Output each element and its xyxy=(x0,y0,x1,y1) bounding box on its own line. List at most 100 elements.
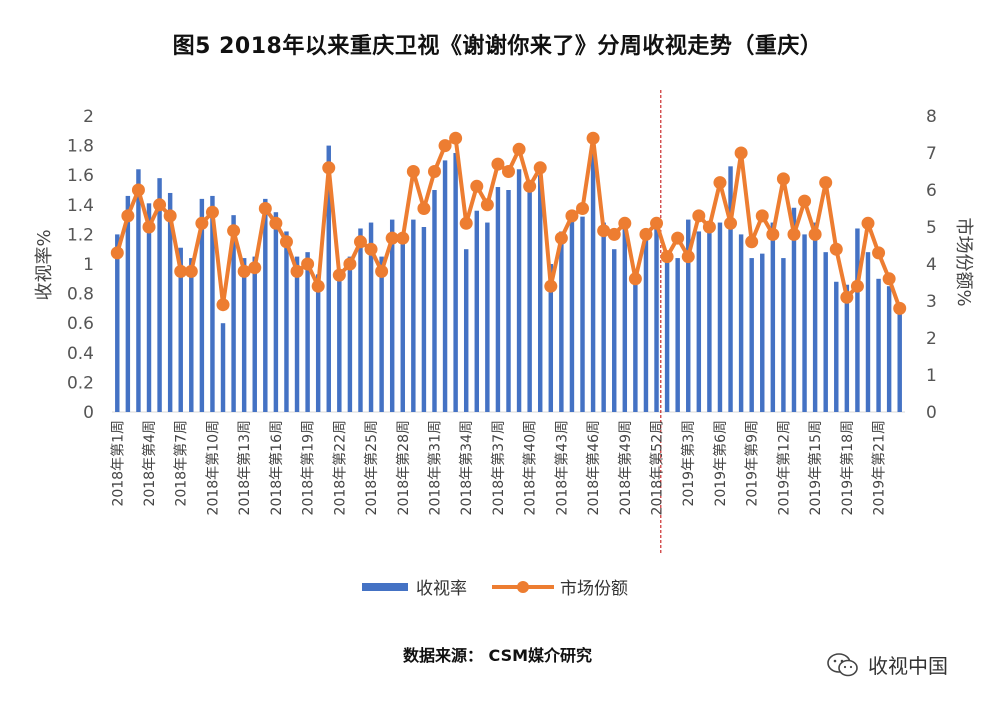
right-tick-label: 4 xyxy=(926,255,937,275)
right-axis-label: 市场份额% xyxy=(953,217,974,306)
rating-bar xyxy=(463,249,469,412)
left-tick-label: 1.6 xyxy=(67,166,94,186)
rating-bar xyxy=(527,181,532,412)
left-tick-label: 0 xyxy=(83,403,94,423)
rating-bar xyxy=(326,145,331,412)
rating-bar xyxy=(580,216,585,412)
legend-bar-swatch xyxy=(362,583,408,591)
left-tick-label: 0.6 xyxy=(67,314,94,334)
x-tick-label: 2018年第19周 xyxy=(300,420,317,515)
rating-bar xyxy=(485,222,490,412)
share-point xyxy=(512,142,526,156)
share-point xyxy=(343,257,357,271)
share-point xyxy=(470,179,484,193)
share-point xyxy=(607,227,621,241)
rating-bar xyxy=(834,281,839,412)
rating-bar xyxy=(178,247,183,412)
x-tick-label: 2019年第15周 xyxy=(807,420,824,515)
rating-bar xyxy=(368,222,374,412)
rating-bar xyxy=(347,256,353,412)
share-point xyxy=(184,264,198,278)
share-point xyxy=(427,165,441,178)
share-point xyxy=(375,264,389,278)
left-tick-label: 1.2 xyxy=(67,225,94,245)
rating-bar xyxy=(612,249,617,412)
share-point xyxy=(597,224,611,238)
share-point xyxy=(554,231,568,245)
share-point xyxy=(480,198,494,212)
chart-title: 图5 2018年以来重庆卫视《谢谢你来了》分周收视走势（重庆） xyxy=(172,34,823,59)
x-tick-label: 2018年第7周 xyxy=(173,420,190,507)
share-point xyxy=(131,183,145,197)
share-point xyxy=(438,139,452,153)
rating-bar xyxy=(654,225,659,412)
share-point xyxy=(840,290,854,304)
legend: 收视率 市场份额 xyxy=(362,579,628,599)
left-tick-label: 0.4 xyxy=(67,344,94,364)
rating-bar xyxy=(738,234,744,412)
x-tick-label: 2018年第25周 xyxy=(363,420,380,515)
share-point xyxy=(396,231,410,245)
rating-bar xyxy=(633,275,638,412)
share-point xyxy=(449,131,463,145)
rating-bar xyxy=(241,258,247,412)
right-tick-label: 0 xyxy=(926,403,937,423)
share-point xyxy=(417,202,431,215)
rating-bar xyxy=(643,231,649,412)
right-tick-label: 2 xyxy=(926,329,937,349)
rating-bar xyxy=(252,256,257,412)
share-point xyxy=(459,216,473,230)
share-point xyxy=(650,216,664,230)
share-point xyxy=(798,194,812,208)
share-point xyxy=(819,176,833,190)
x-tick-label: 2018年第52周 xyxy=(649,420,666,515)
share-point xyxy=(787,227,801,241)
share-point xyxy=(681,250,695,264)
share-point xyxy=(205,205,219,219)
x-tick-label: 2018年第46周 xyxy=(585,420,602,515)
share-point xyxy=(502,165,515,178)
rating-bar xyxy=(770,222,776,412)
rating-bar xyxy=(537,175,543,412)
x-tick-label: 2018年第37周 xyxy=(490,420,507,515)
share-point xyxy=(110,246,124,260)
x-tick-label: 2019年第12周 xyxy=(775,420,792,515)
rating-bar xyxy=(728,166,733,412)
share-point xyxy=(311,279,325,293)
share-point xyxy=(639,227,653,241)
left-tick-label: 1.4 xyxy=(67,196,94,216)
x-tick-label: 2018年第31周 xyxy=(426,420,443,515)
rating-bar xyxy=(855,228,860,412)
share-point xyxy=(163,209,177,223)
share-point xyxy=(872,246,886,260)
rating-bar xyxy=(337,269,342,412)
rating-bar xyxy=(781,258,786,412)
share-point xyxy=(544,279,558,293)
left-tick-label: 0.8 xyxy=(67,285,94,305)
rating-bar xyxy=(273,212,279,412)
share-point xyxy=(618,216,632,230)
rating-bar xyxy=(284,231,289,412)
rating-bar xyxy=(516,169,522,412)
rating-bar xyxy=(590,142,596,412)
rating-bar xyxy=(812,222,818,412)
right-tick-label: 3 xyxy=(926,292,937,312)
right-tick-label: 5 xyxy=(926,218,937,238)
share-point xyxy=(576,202,590,215)
right-tick-label: 8 xyxy=(926,107,937,127)
share-point xyxy=(279,235,293,249)
x-tick-label: 2018年第1周 xyxy=(109,420,126,507)
rating-bar xyxy=(569,219,575,412)
left-tick-label: 1.8 xyxy=(67,137,94,157)
x-tick-label: 2018年第16周 xyxy=(268,420,285,515)
rating-bar xyxy=(157,178,162,412)
share-point xyxy=(269,216,283,230)
share-point xyxy=(290,264,304,278)
share-point xyxy=(713,176,727,190)
rating-bar xyxy=(315,274,321,412)
share-point xyxy=(808,227,822,241)
share-point xyxy=(258,202,272,215)
rating-bar xyxy=(749,258,754,412)
rating-bar xyxy=(231,215,236,412)
legend-bar-label: 收视率 xyxy=(416,579,467,599)
